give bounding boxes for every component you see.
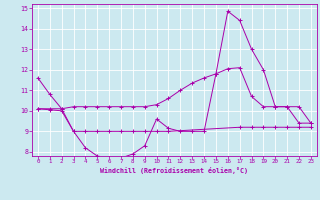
X-axis label: Windchill (Refroidissement éolien,°C): Windchill (Refroidissement éolien,°C) — [100, 167, 248, 174]
